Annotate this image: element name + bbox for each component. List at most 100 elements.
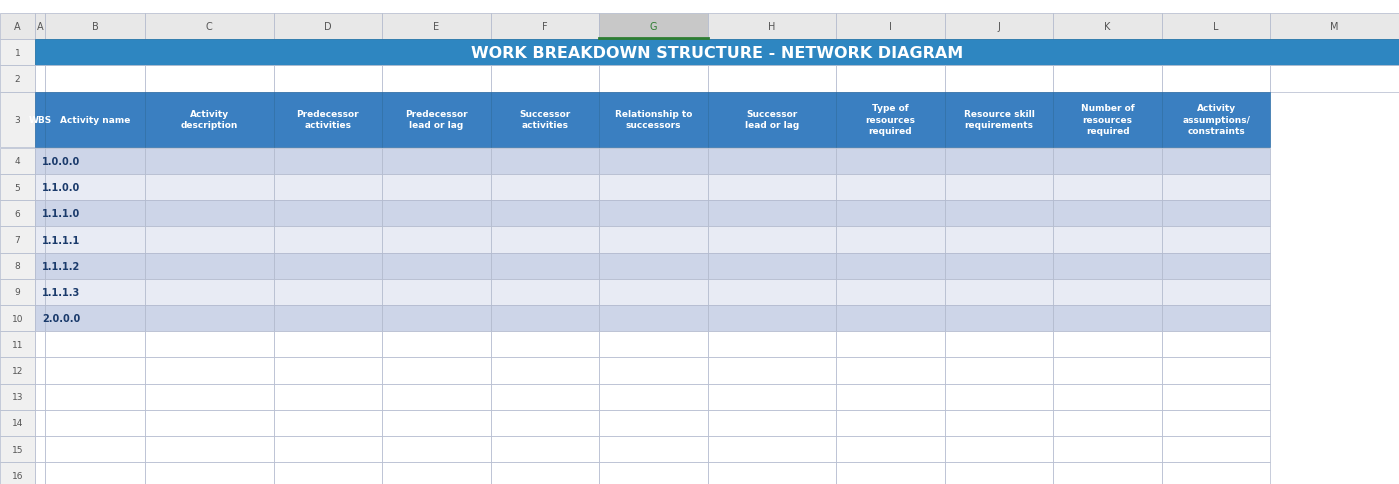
Bar — [35, 14, 45, 40]
Bar — [1163, 384, 1270, 410]
Bar — [0, 253, 35, 279]
Bar — [491, 384, 599, 410]
Bar — [837, 66, 944, 92]
Bar — [0, 14, 35, 40]
Text: 1: 1 — [14, 49, 21, 58]
Bar — [273, 227, 382, 253]
Bar — [491, 227, 599, 253]
Bar — [599, 14, 708, 40]
Bar — [145, 227, 273, 253]
Text: Successor
activities: Successor activities — [519, 110, 571, 130]
Bar — [382, 149, 491, 175]
Bar — [1163, 201, 1270, 227]
Bar — [599, 384, 708, 410]
Bar — [35, 462, 45, 484]
Text: C: C — [206, 22, 213, 32]
Bar — [382, 305, 491, 332]
Bar — [708, 201, 837, 227]
Bar — [1053, 332, 1163, 358]
Text: A: A — [14, 22, 21, 32]
Bar — [837, 332, 944, 358]
Bar — [45, 14, 145, 40]
Bar — [599, 66, 708, 92]
Text: Number of
resources
required: Number of resources required — [1081, 104, 1135, 136]
Bar — [491, 305, 599, 332]
Text: A: A — [36, 22, 43, 32]
Bar — [1163, 149, 1270, 175]
Bar — [491, 436, 599, 462]
Bar — [0, 149, 35, 175]
Text: 2.0.0.0: 2.0.0.0 — [42, 314, 80, 323]
Bar — [145, 305, 273, 332]
Bar — [837, 175, 944, 201]
Bar — [837, 92, 944, 147]
Bar — [0, 40, 35, 66]
Bar — [382, 175, 491, 201]
Bar — [1053, 66, 1163, 92]
Text: Predecessor
lead or lag: Predecessor lead or lag — [406, 110, 467, 130]
Text: H: H — [768, 22, 775, 32]
Bar — [599, 462, 708, 484]
Bar — [382, 92, 491, 147]
Text: L: L — [1213, 22, 1219, 32]
Text: 11: 11 — [11, 340, 24, 349]
Bar — [273, 14, 382, 40]
Bar — [145, 201, 273, 227]
Bar — [35, 358, 45, 384]
Text: 14: 14 — [11, 419, 24, 427]
Bar — [145, 253, 273, 279]
Bar — [45, 332, 145, 358]
Text: 15: 15 — [11, 445, 24, 454]
Bar — [944, 384, 1053, 410]
Text: Type of
resources
required: Type of resources required — [866, 104, 915, 136]
Bar — [35, 332, 45, 358]
Bar — [273, 279, 382, 305]
Text: E: E — [434, 22, 439, 32]
Bar — [944, 436, 1053, 462]
Bar — [45, 175, 145, 201]
Text: Relationship to
successors: Relationship to successors — [614, 110, 693, 130]
Bar — [944, 149, 1053, 175]
Bar — [837, 201, 944, 227]
Bar — [491, 201, 599, 227]
Bar — [944, 279, 1053, 305]
Bar — [45, 201, 145, 227]
Bar — [0, 92, 35, 147]
Text: WORK BREAKDOWN STRUCTURE - NETWORK DIAGRAM: WORK BREAKDOWN STRUCTURE - NETWORK DIAGR… — [471, 45, 963, 60]
Bar — [1053, 462, 1163, 484]
Bar — [599, 201, 708, 227]
Bar — [35, 40, 1399, 66]
Bar — [35, 92, 45, 147]
Bar — [0, 384, 35, 410]
Text: 6: 6 — [14, 210, 21, 218]
Bar — [491, 149, 599, 175]
Bar — [491, 462, 599, 484]
Bar — [35, 66, 45, 92]
Bar — [382, 227, 491, 253]
Bar — [45, 279, 145, 305]
Bar — [0, 332, 35, 358]
Bar — [0, 227, 35, 253]
Text: 16: 16 — [11, 471, 24, 480]
Bar — [145, 175, 273, 201]
Bar — [837, 410, 944, 436]
Bar — [708, 410, 837, 436]
Bar — [708, 279, 837, 305]
Text: 4: 4 — [14, 157, 21, 166]
Bar — [708, 462, 837, 484]
Text: Activity name: Activity name — [60, 115, 130, 124]
Bar — [145, 149, 273, 175]
Bar — [45, 149, 145, 175]
Bar — [145, 436, 273, 462]
Text: 5: 5 — [14, 183, 21, 192]
Text: 7: 7 — [14, 236, 21, 244]
Bar — [145, 66, 273, 92]
Bar — [273, 253, 382, 279]
Bar — [944, 410, 1053, 436]
Bar — [1163, 253, 1270, 279]
Bar — [145, 279, 273, 305]
Bar — [1163, 332, 1270, 358]
Bar — [708, 92, 837, 147]
Bar — [273, 462, 382, 484]
Text: 13: 13 — [11, 393, 24, 401]
